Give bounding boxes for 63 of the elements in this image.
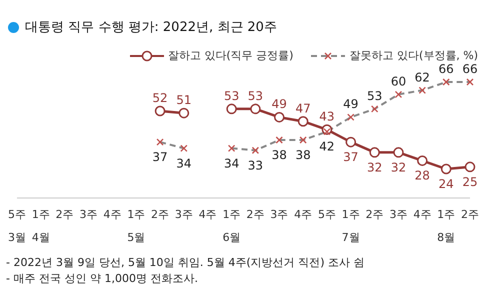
- point: [250, 104, 261, 114]
- data-label: 62: [414, 70, 430, 84]
- data-label: 52: [152, 91, 168, 105]
- point: [440, 164, 452, 174]
- legend-label: 잘하고 있다(직무 긍정률): [168, 48, 294, 63]
- point: [226, 104, 237, 114]
- x-tick-label: 1주 6월: [222, 208, 241, 244]
- data-label: 42: [319, 140, 335, 154]
- data-label: 32: [390, 160, 406, 174]
- data-label: 51: [176, 93, 192, 108]
- x-tick-label: 2주: [461, 208, 479, 221]
- legend-label: 잘못하고 있다(부정률, %): [349, 48, 478, 63]
- x-tick-label: 2주: [246, 208, 264, 221]
- point: [154, 106, 166, 116]
- data-label: 37: [152, 150, 168, 164]
- data-label: 24: [438, 177, 454, 191]
- data-label: 34: [224, 156, 240, 170]
- text: - 매주 전국 성인 약 1,000명 전화조사.: [6, 271, 199, 287]
- x-tick-label: 1주 4월: [32, 208, 50, 244]
- point: [393, 147, 404, 158]
- x-tick-label: 3주: [270, 208, 288, 221]
- data-label: 53: [248, 88, 264, 103]
- x-tick-label: 1주 5월: [127, 208, 146, 244]
- data-label: 49: [272, 97, 287, 112]
- data-label: 66: [462, 62, 478, 76]
- x-tick-label: 3주: [389, 208, 408, 221]
- data-label: 33: [248, 158, 264, 172]
- point: [369, 147, 380, 158]
- text: - 2022년 3월 9일 당선, 5월 10일 취임. 5월 4주(지방선거 직전) 조사 쉼: [6, 255, 364, 271]
- data-label: 53: [224, 88, 240, 103]
- x-tick-label: 5주: [318, 208, 336, 221]
- point: [417, 155, 428, 166]
- data-label: 38: [295, 148, 311, 162]
- data-label: 66: [438, 62, 454, 76]
- point: [298, 116, 308, 127]
- data-label: 47: [295, 101, 311, 116]
- data-label: 53: [366, 88, 382, 103]
- data-label: 34: [176, 156, 192, 170]
- x-tick-label: 4주: [103, 208, 122, 221]
- chart-title: 대통령 직무 수행 평가: 2022년, 최근 20주: [25, 19, 277, 36]
- data-label: 28: [414, 168, 430, 183]
- x-tick-label: 4주: [198, 208, 217, 221]
- x-tick-label: 1주 7월: [342, 208, 360, 244]
- data-label: 38: [272, 148, 287, 162]
- data-label: 60: [390, 74, 406, 88]
- data-label: 25: [462, 174, 478, 189]
- data-label: 37: [343, 150, 358, 164]
- point: [178, 108, 190, 118]
- x-tick-label: 4주: [294, 208, 312, 221]
- point: [346, 136, 356, 148]
- x-tick-label: 1주 8월: [437, 208, 456, 244]
- point: [274, 112, 285, 122]
- x-tick-label: 3주: [80, 208, 98, 221]
- x-tick-label: 5주 3월: [8, 208, 26, 244]
- data-label: 49: [343, 97, 358, 112]
- data-label: 43: [319, 110, 335, 124]
- data-label: 32: [366, 160, 382, 174]
- point: [464, 162, 476, 172]
- x-tick-label: 2주: [56, 208, 74, 221]
- x-tick-label: 2주: [151, 208, 170, 221]
- x-tick-label: 3주: [174, 208, 193, 221]
- x-tick-label: 2주: [366, 208, 384, 221]
- x-tick-label: 4주: [413, 208, 432, 221]
